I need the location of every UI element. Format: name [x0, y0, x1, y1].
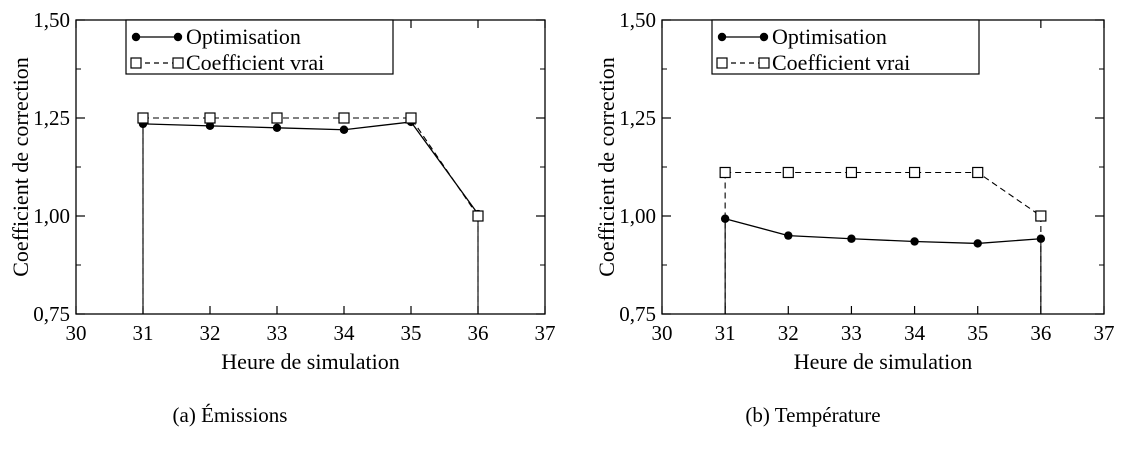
y-tick-label: 1,25 — [33, 106, 70, 130]
legend-marker — [717, 32, 727, 42]
legend-label: Coefficient vrai — [186, 50, 324, 75]
x-tick-label: 31 — [133, 321, 154, 345]
series-line-optimisation — [724, 218, 1041, 245]
data-point — [973, 239, 982, 248]
x-axis-title: Heure de simulation — [221, 349, 399, 374]
x-tick-label: 32 — [778, 321, 799, 345]
series-line-optimisation — [142, 121, 479, 215]
x-tick-label: 31 — [715, 321, 736, 345]
data-point — [339, 125, 349, 134]
data-point — [719, 166, 731, 179]
data-point — [845, 166, 858, 179]
chart-emissions: 30 31 32 33 34 35 36 37 0,75 1,00 1,25 1,50 Heure de… — [8, 8, 556, 427]
data-point — [720, 214, 730, 223]
data-point — [137, 112, 149, 124]
x-tick-label: 37 — [1094, 321, 1115, 345]
x-tick-label: 34 — [904, 321, 926, 345]
legend-label: Coefficient vrai — [772, 50, 910, 75]
data-point — [405, 112, 417, 124]
data-point — [205, 121, 215, 131]
legend-label: Optimisation — [772, 24, 887, 49]
legend-marker — [172, 57, 184, 69]
data-point — [784, 231, 793, 240]
y-tick-label: 1,00 — [33, 204, 70, 228]
data-point — [910, 237, 919, 246]
x-tick-label: 35 — [967, 321, 988, 345]
legend-marker — [716, 57, 728, 69]
x-tick-label: 35 — [401, 321, 422, 345]
x-tick-label: 30 — [652, 321, 673, 345]
y-tick-label: 1,25 — [619, 106, 656, 130]
y-tick-label: 1,50 — [33, 8, 70, 32]
x-tick-label: 36 — [468, 321, 489, 345]
legend-marker — [759, 32, 769, 42]
legend-marker — [173, 32, 183, 42]
legend-marker — [131, 32, 141, 42]
data-point — [972, 166, 984, 179]
x-tick-label: 33 — [841, 321, 862, 345]
figure-caption: (b) Température — [745, 403, 880, 427]
x-tick-label: 34 — [334, 321, 356, 345]
y-axis-title: Coefficient de correction — [8, 57, 33, 277]
figure-caption: (a) Émissions — [173, 403, 288, 427]
x-axis-title: Heure de simulation — [794, 349, 972, 374]
legend-box — [125, 19, 394, 75]
data-point — [847, 234, 856, 243]
y-tick-label: 0,75 — [33, 302, 70, 326]
legend-marker — [130, 57, 142, 69]
data-point — [782, 166, 794, 179]
data-point — [204, 112, 216, 124]
x-tick-label: 37 — [535, 321, 556, 345]
data-point — [472, 210, 484, 222]
legend-box — [711, 19, 980, 75]
y-tick-label: 1,50 — [619, 8, 656, 32]
data-point — [272, 123, 282, 132]
x-tick-label: 32 — [200, 321, 221, 345]
chart-temperature: 30 31 32 33 34 35 36 37 0,75 1,00 1,25 1,50 Heure de… — [594, 8, 1115, 427]
x-tick-label: 36 — [1030, 321, 1051, 345]
y-axis-title: Coefficient de correction — [594, 57, 619, 277]
data-point — [908, 166, 921, 179]
series-line-coefficient-vrai — [143, 117, 479, 217]
y-tick-label: 0,75 — [619, 302, 656, 326]
x-tick-label: 30 — [66, 321, 87, 345]
y-tick-label: 1,00 — [619, 204, 656, 228]
data-point — [338, 112, 350, 124]
legend-marker — [758, 57, 770, 69]
data-point — [271, 112, 283, 124]
series-line-coefficient-vrai — [725, 171, 1042, 217]
legend-label: Optimisation — [186, 24, 301, 49]
data-point — [1035, 210, 1047, 222]
x-tick-label: 33 — [267, 321, 288, 345]
